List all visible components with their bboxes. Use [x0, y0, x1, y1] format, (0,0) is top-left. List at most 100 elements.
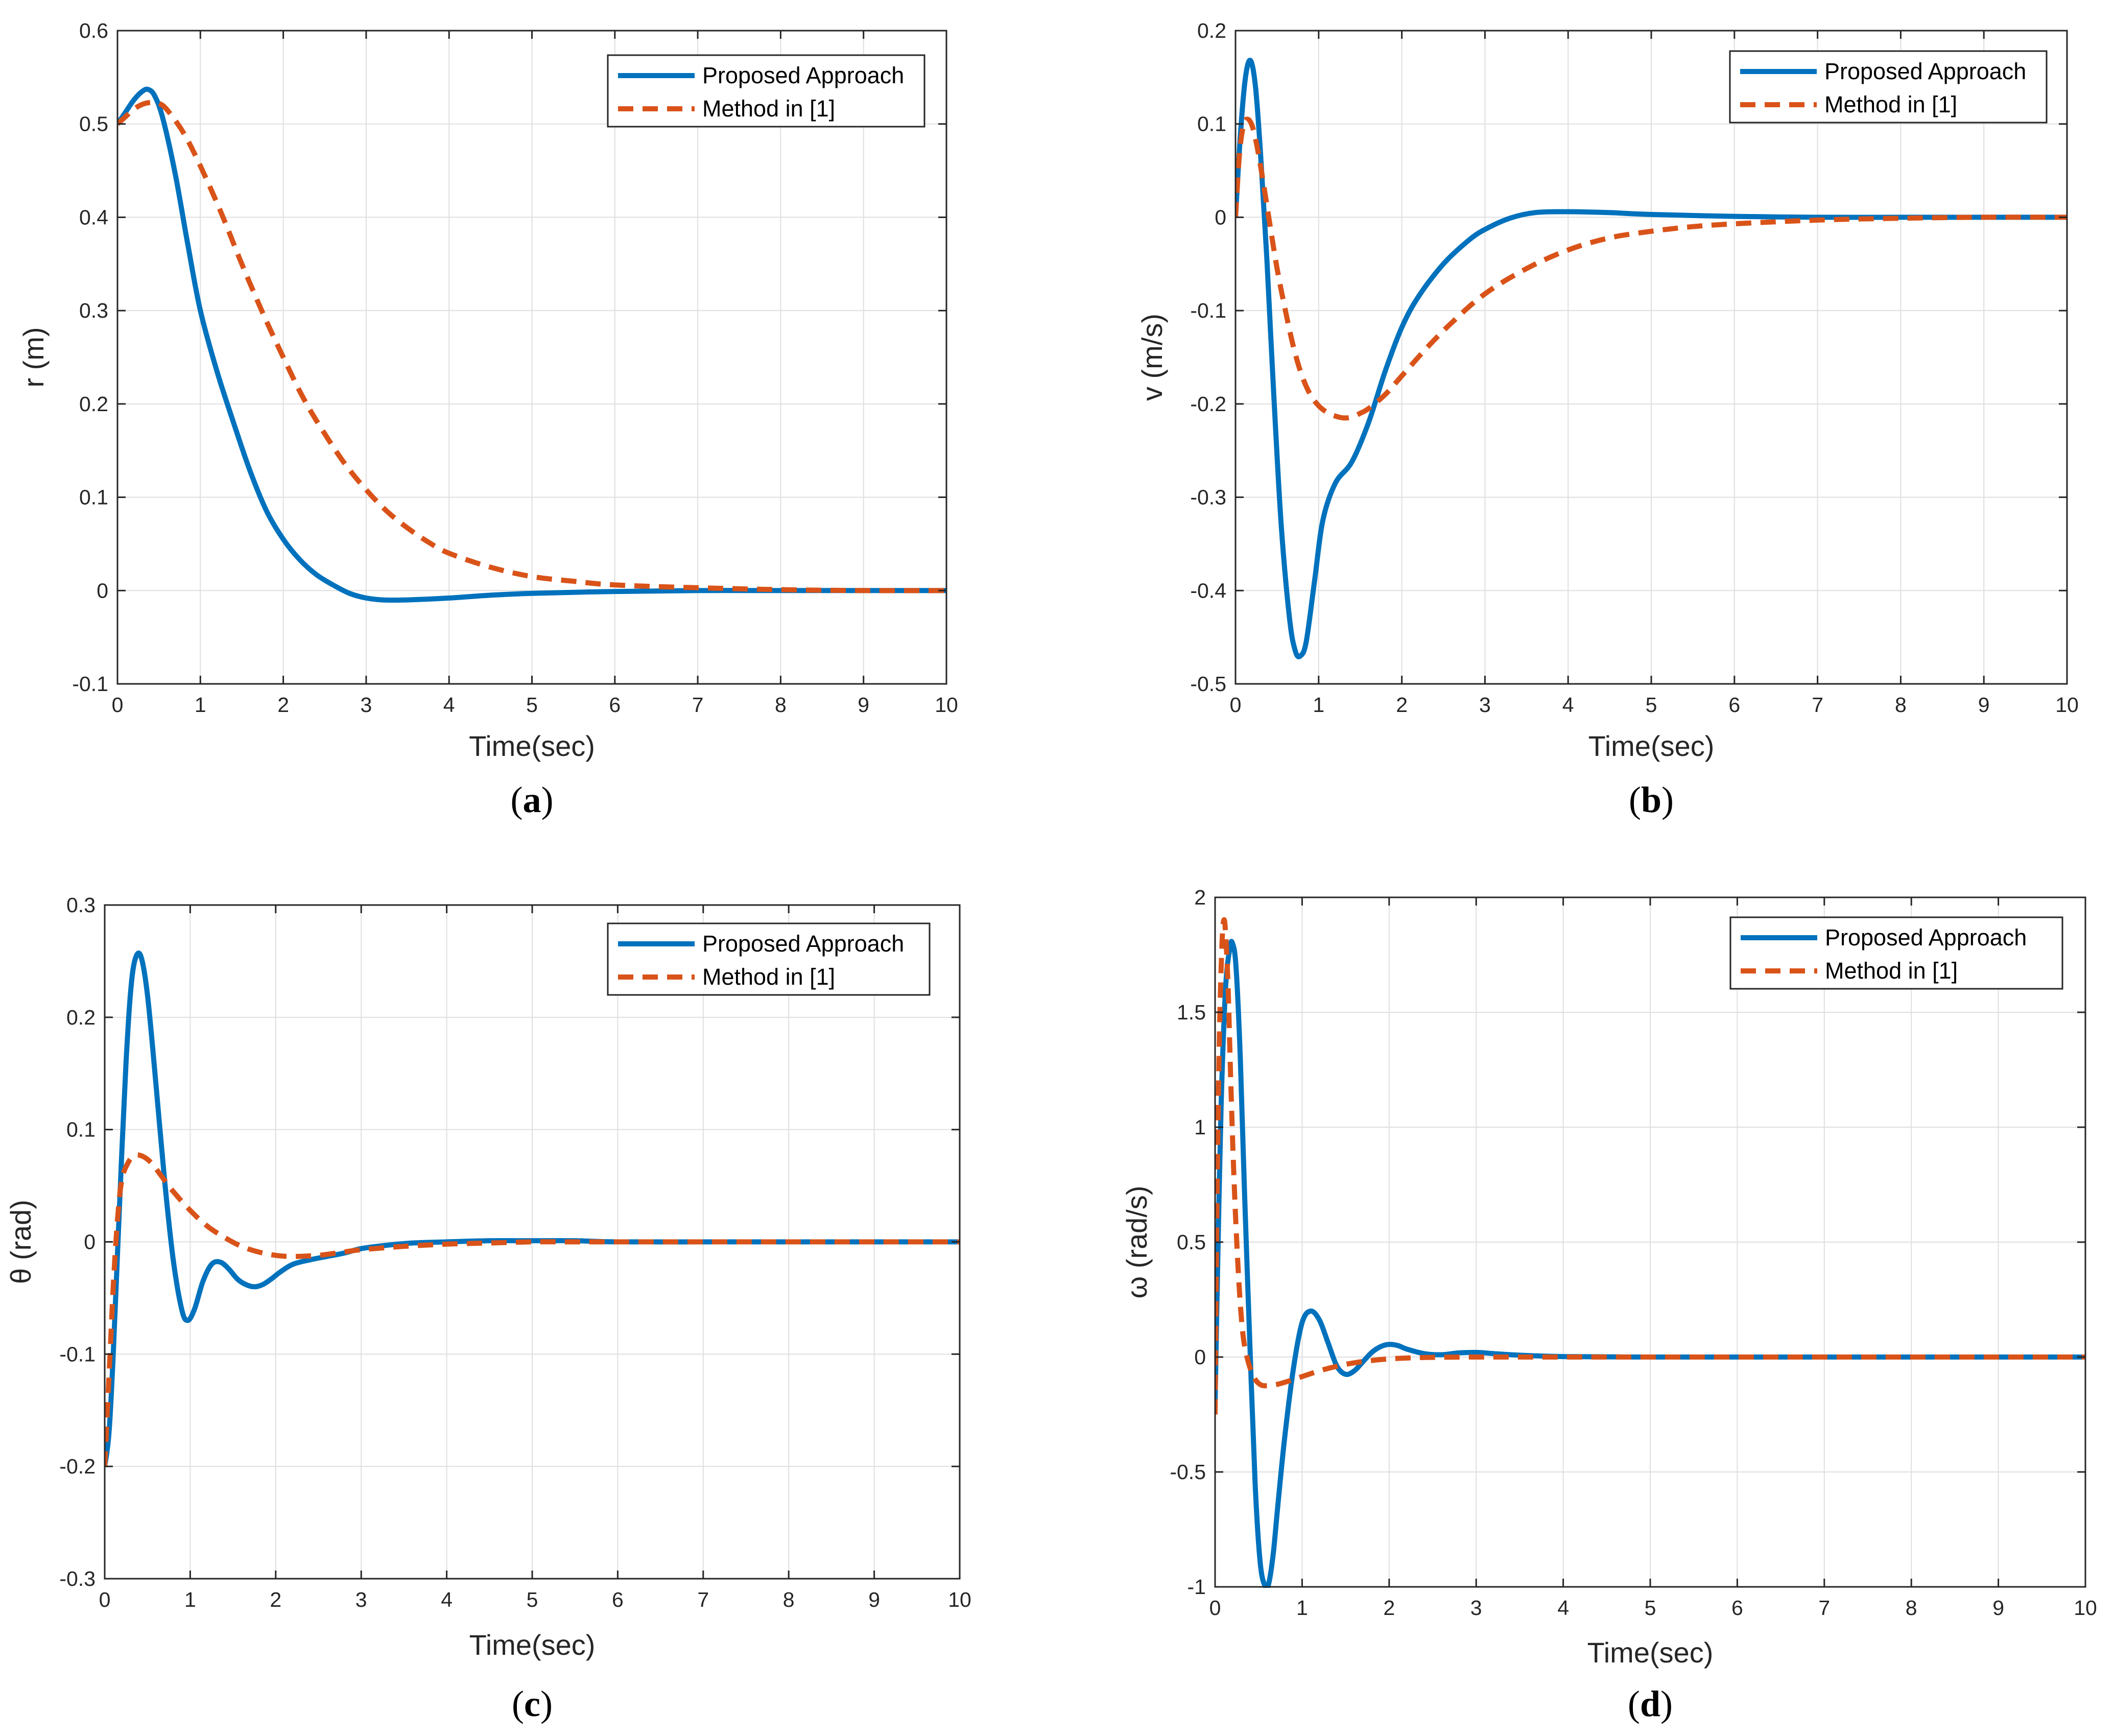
- x-tick-label: 3: [355, 1588, 367, 1611]
- x-tick-label: 0: [112, 693, 124, 717]
- y-tick-label: 0: [1215, 205, 1226, 229]
- panel-caption: (d): [1628, 1683, 1673, 1724]
- grid: [1215, 897, 2085, 1587]
- y-tick-label: -0.1: [72, 672, 108, 696]
- x-tick-label: 0: [1209, 1596, 1221, 1620]
- panel-caption: (b): [1629, 779, 1674, 820]
- x-tick-label: 2: [1383, 1596, 1395, 1620]
- y-tick-label: 0.1: [66, 1118, 96, 1142]
- legend-label: Method in [1]: [702, 964, 835, 990]
- x-tick-label: 9: [1992, 1596, 2004, 1620]
- series-line-method-in-1: [1215, 917, 2085, 1415]
- series-group: [1215, 917, 2085, 1588]
- y-tick-label: 1: [1194, 1115, 1206, 1139]
- y-tick-label: -0.3: [1190, 486, 1226, 509]
- legend-label: Proposed Approach: [702, 931, 904, 957]
- series-line-proposed-approach: [117, 86, 946, 603]
- legend-box: [1729, 50, 2048, 124]
- x-tick-label: 4: [443, 693, 455, 717]
- chart-panel-d: 0 1 2 3 4 5 6 7 8 9 10 -1 -0.5 0 0.5 1 1.5 2 Time(sec) ω (r…: [1121, 886, 2097, 1724]
- series-line-proposed-approach: [1215, 939, 2085, 1588]
- y-tick-label: -0.1: [59, 1342, 96, 1366]
- chart-panel-c: 0 1 2 3 4 5 6 7 8 9 10 -0.3 -0.2 -0.1 0 0.1 0.2 0.3 Time(s…: [5, 893, 971, 1724]
- y-tick-label: -0.3: [59, 1567, 96, 1590]
- legend: Proposed Approach Method in [1]: [1729, 50, 2048, 124]
- x-tick-label: 6: [609, 693, 621, 717]
- y-tick-label: -0.4: [1190, 579, 1226, 602]
- x-tick-label: 4: [1557, 1596, 1569, 1620]
- legend-label: Proposed Approach: [702, 62, 904, 88]
- panel-caption: (a): [511, 779, 554, 820]
- y-tick-label: 0.3: [79, 299, 108, 322]
- x-tick-label: 5: [1645, 1596, 1656, 1620]
- x-tick-label: 1: [1296, 1596, 1308, 1620]
- ticks: 0 1 2 3 4 5 6 7 8 9 10-0.100.10.20.30.40.50.6: [72, 19, 958, 717]
- legend: Proposed Approach Method in [1]: [607, 54, 925, 128]
- y-tick-label: 2: [1194, 886, 1206, 909]
- legend-label: Proposed Approach: [1824, 58, 2026, 84]
- series-line-proposed-approach: [1236, 58, 2067, 659]
- series-line-method-in-1: [117, 100, 946, 593]
- x-tick-label: 2: [277, 693, 289, 717]
- x-tick-label: 4: [1562, 693, 1574, 717]
- x-tick-label: 10: [935, 693, 958, 717]
- y-tick-label: 0.2: [1197, 19, 1226, 42]
- legend: Proposed Approach Method in [1]: [1729, 916, 2063, 990]
- x-tick-label: 5: [527, 1588, 538, 1611]
- x-tick-label: 1: [184, 1588, 196, 1611]
- x-tick-label: 5: [526, 693, 538, 717]
- y-axis-label: r (m): [17, 327, 50, 387]
- legend-label: Method in [1]: [702, 96, 835, 122]
- grid: [1236, 31, 2067, 684]
- series-group: [1236, 58, 2067, 659]
- chart-panel-a: 0 1 2 3 4 5 6 7 8 9 10-0.100.10.20.30.40.50.6Time(…: [17, 19, 958, 820]
- x-tick-label: 3: [1479, 693, 1491, 717]
- y-tick-label: 0.3: [66, 893, 96, 917]
- y-tick-label: 0: [84, 1230, 96, 1254]
- legend-box: [607, 54, 925, 128]
- y-tick-label: 0.1: [1197, 112, 1226, 136]
- x-tick-label: 8: [775, 693, 787, 717]
- series-group: [105, 950, 960, 1467]
- ticks: 0 1 2 3 4 5 6 7 8 9 10 -1 -0.5 0 0.5 1 1.5 2: [1170, 886, 2097, 1620]
- series-line-method-in-1: [1236, 116, 2067, 421]
- x-tick-label: 1: [195, 693, 206, 717]
- series-group: [117, 86, 946, 603]
- x-tick-label: 10: [2074, 1596, 2097, 1620]
- x-axis-label: Time(sec): [1587, 1636, 1714, 1669]
- x-tick-label: 3: [1470, 1596, 1482, 1620]
- y-tick-label: 0.1: [79, 486, 108, 509]
- x-tick-label: 9: [1978, 693, 1990, 717]
- y-tick-label: -0.5: [1170, 1460, 1206, 1484]
- series-line-method-in-1: [105, 1152, 960, 1467]
- x-tick-label: 8: [1906, 1596, 1917, 1620]
- legend-label: Method in [1]: [1825, 958, 1958, 984]
- ticks: 0 1 2 3 4 5 6 7 8 9 10 -0.3 -0.2 -0.1 0 0.1 0.2 0.3: [59, 893, 971, 1611]
- y-tick-label: 0.4: [79, 205, 108, 229]
- x-tick-label: 4: [441, 1588, 453, 1611]
- panel-caption: (c): [512, 1683, 553, 1724]
- x-tick-label: 6: [612, 1588, 624, 1611]
- y-tick-label: 0.6: [79, 19, 108, 42]
- y-axis-label: v (m/s): [1136, 314, 1168, 401]
- legend-box: [607, 922, 931, 996]
- y-tick-label: -0.5: [1190, 672, 1226, 696]
- y-tick-label: 0: [1194, 1345, 1206, 1369]
- x-tick-label: 6: [1731, 1596, 1743, 1620]
- x-axis-label: Time(sec): [1588, 730, 1715, 762]
- y-tick-label: 0.2: [66, 1006, 96, 1029]
- x-tick-label: 9: [868, 1588, 880, 1611]
- ticks: 0 1 2 3 4 5 6 7 8 9 10 -0.5 -0.4 -0.3 -0.2 -0.1 0 0.1 0.2: [1190, 19, 2078, 717]
- x-tick-label: 6: [1728, 693, 1740, 717]
- y-axis-label: ω (rad/s): [1121, 1185, 1153, 1298]
- y-tick-label: -0.2: [59, 1455, 96, 1478]
- x-tick-label: 7: [697, 1588, 709, 1611]
- x-tick-label: 7: [1818, 1596, 1830, 1620]
- legend: Proposed Approach Method in [1]: [607, 922, 931, 996]
- x-tick-label: 0: [1230, 693, 1242, 717]
- x-tick-label: 0: [99, 1588, 111, 1611]
- x-tick-label: 8: [1895, 693, 1907, 717]
- x-tick-label: 1: [1313, 693, 1324, 717]
- x-tick-label: 2: [1396, 693, 1408, 717]
